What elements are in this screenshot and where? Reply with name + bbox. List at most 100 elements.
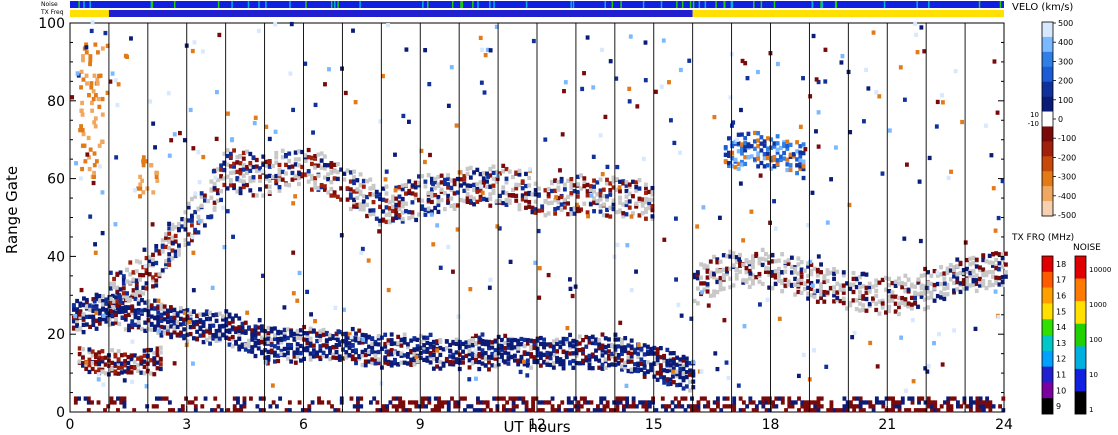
echo-cell (247, 338, 251, 343)
echo-cell (585, 182, 590, 188)
echo-cell (161, 396, 166, 401)
echo-cell (725, 404, 730, 409)
echo-cell (896, 304, 901, 310)
echo-cell (496, 346, 501, 351)
echo-cell (136, 356, 141, 361)
echo-cell (611, 175, 616, 180)
echo-cell (546, 211, 551, 216)
echo-cell (668, 377, 673, 382)
echo-cell (232, 183, 236, 188)
x-tick-label: 9 (416, 417, 425, 433)
echo-cell (121, 294, 126, 299)
echo-cell (401, 113, 406, 119)
echo-cell (858, 275, 862, 280)
echo-cell (363, 348, 368, 353)
echo-cell (625, 243, 630, 248)
echo-cell (965, 269, 969, 275)
echo-cell (678, 150, 682, 155)
echo-cell (282, 352, 287, 358)
echo-cell (884, 275, 888, 281)
echo-cell (253, 326, 258, 332)
echo-cell (333, 305, 338, 310)
echo-cell (894, 400, 899, 405)
echo-cell (90, 353, 95, 358)
echo-cell (725, 266, 729, 271)
echo-cell (531, 400, 536, 405)
echo-cell (939, 272, 943, 277)
echo-cell (806, 296, 811, 301)
echo-cell (191, 361, 195, 366)
echo-cell (273, 350, 277, 355)
echo-cell (156, 323, 161, 328)
echo-cell (149, 347, 153, 353)
echo-cell (932, 286, 937, 291)
echo-cell (937, 332, 942, 337)
echo-cell (128, 272, 133, 277)
echo-cell (208, 330, 212, 335)
echo-cell (361, 194, 366, 199)
echo-cell (758, 302, 762, 307)
echo-cell (527, 183, 532, 188)
echo-cell (217, 328, 222, 333)
echo-cell (130, 304, 135, 309)
echo-cell (389, 341, 394, 347)
echo-cell (224, 328, 229, 334)
echo-cell (337, 354, 342, 359)
echo-cell (472, 170, 476, 175)
echo-cell (903, 297, 908, 302)
echo-cell (125, 279, 129, 284)
echo-cell (485, 184, 489, 189)
echo-cell (308, 326, 313, 331)
x-axis-label: UT hours (503, 418, 570, 435)
echo-cell (110, 360, 115, 366)
echo-cell (524, 408, 529, 413)
echo-cell (241, 184, 246, 190)
echo-cell (752, 130, 757, 136)
x-tick-label: 6 (299, 417, 308, 433)
echo-cell (290, 164, 295, 169)
echo-cell (397, 203, 402, 208)
echo-cell (155, 366, 160, 371)
echo-cell (81, 54, 85, 59)
echo-cell (740, 142, 744, 147)
echo-cell (85, 152, 90, 157)
echo-cell (394, 408, 399, 413)
echo-cell (793, 276, 798, 282)
echo-cell (705, 282, 710, 287)
echo-cell (177, 243, 181, 248)
echo-cell (423, 179, 428, 184)
echo-cell (123, 327, 128, 332)
echo-cell (764, 408, 769, 413)
echo-cell (719, 408, 724, 413)
echo-cell (251, 193, 256, 198)
echo-cell (139, 355, 144, 360)
echo-cell (571, 358, 576, 364)
echo-cell (788, 163, 793, 168)
echo-cell (240, 321, 245, 326)
noise-strip-mark (265, 1, 267, 8)
echo-cell (230, 137, 234, 143)
echo-cell (201, 329, 206, 334)
echo-cell (614, 209, 619, 215)
echo-cell (182, 333, 187, 339)
echo-cell (136, 308, 141, 313)
echo-cell (864, 67, 868, 73)
echo-cell (801, 76, 805, 81)
echo-cell (384, 349, 389, 354)
echo-cell (598, 188, 603, 193)
echo-cell (372, 396, 377, 401)
echo-cell (358, 189, 363, 194)
echo-cell (385, 408, 390, 413)
echo-cell (819, 404, 824, 409)
velocity-swatch (1042, 126, 1053, 142)
echo-cell (365, 213, 369, 219)
echo-cell (248, 151, 253, 157)
echo-cell (138, 277, 142, 282)
echo-cell (566, 396, 571, 401)
echo-cell (442, 190, 447, 196)
echo-cell (335, 176, 340, 182)
echo-cell (624, 194, 629, 199)
echo-cell (909, 282, 914, 287)
echo-cell (949, 396, 954, 401)
echo-cell (436, 174, 441, 180)
